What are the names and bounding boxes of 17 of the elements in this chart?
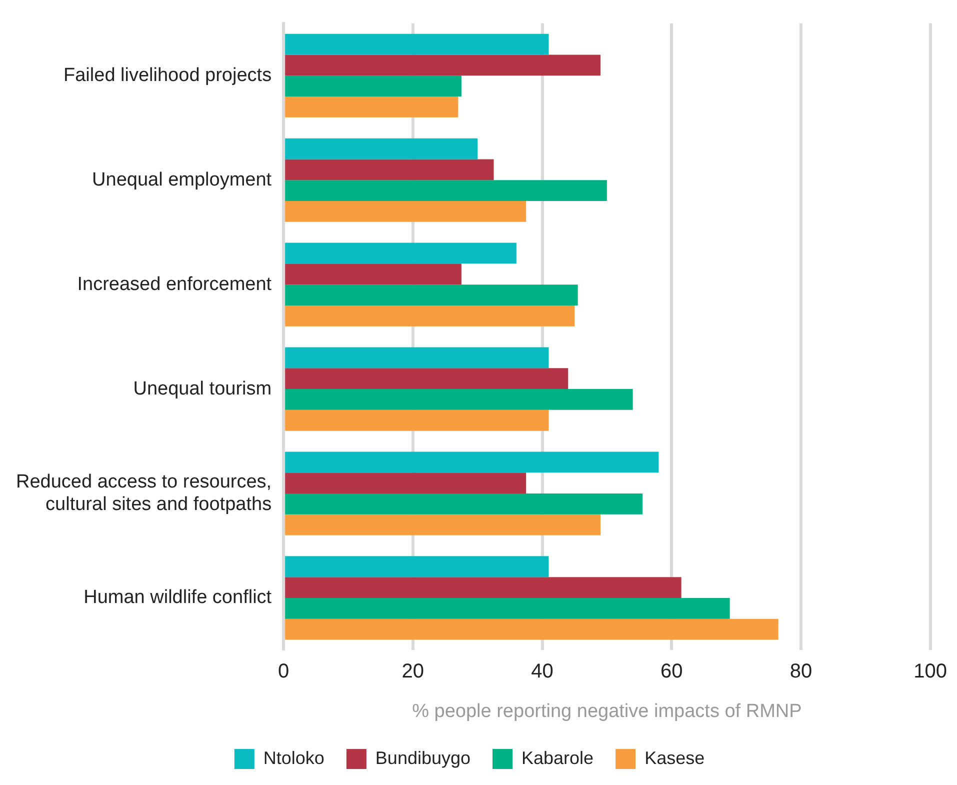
x-tick-label: 40 <box>531 660 554 683</box>
x-tick-label: 100 <box>914 660 948 683</box>
x-tick-label: 80 <box>790 660 812 683</box>
legend-label: Bundibuygo <box>375 748 471 768</box>
y-tick-label: Reduced access to resources, cultural sites and footpaths <box>16 471 272 516</box>
y-tick-label: Increased enforcement <box>77 274 272 295</box>
legend-label: Kasese <box>644 748 705 768</box>
y-tick-label: Unequal tourism <box>133 378 272 400</box>
x-tick-label: 20 <box>402 660 424 683</box>
legend-label: Kabarole <box>522 748 594 768</box>
x-tick-label: 60 <box>660 660 683 683</box>
x-axis-title: % people reporting negative impacts of RMNP <box>412 700 802 722</box>
x-tick-label: 0 <box>278 660 290 683</box>
y-tick-label: Human wildlife conflict <box>84 587 272 608</box>
legend-label: Ntoloko <box>263 748 324 768</box>
y-tick-label: Unequal employment <box>92 169 272 190</box>
y-tick-label: Failed livelihood projects <box>64 64 272 86</box>
